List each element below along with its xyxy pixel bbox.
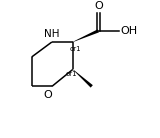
Text: or1: or1: [66, 71, 77, 77]
Polygon shape: [73, 29, 99, 42]
Text: NH: NH: [44, 29, 60, 39]
Text: or1: or1: [70, 46, 81, 52]
Text: O: O: [94, 1, 103, 11]
Text: OH: OH: [120, 26, 138, 36]
Polygon shape: [73, 69, 93, 88]
Text: O: O: [44, 90, 52, 100]
